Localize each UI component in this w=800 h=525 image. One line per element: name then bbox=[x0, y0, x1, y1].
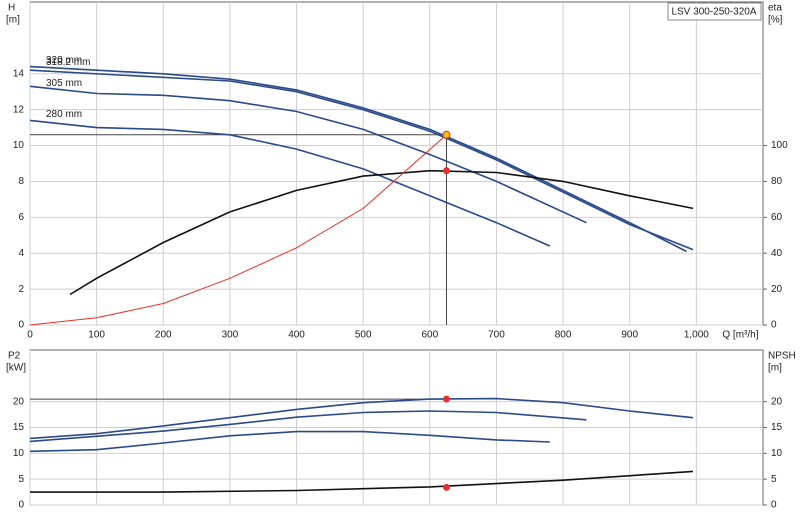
y-axis-label: H bbox=[8, 3, 15, 14]
y2-tick-label: 80 bbox=[771, 176, 783, 187]
curve-label: 318.2 mm bbox=[46, 57, 90, 68]
plot-area bbox=[29, 1, 764, 326]
y-tick-label: 12 bbox=[13, 104, 25, 115]
y-tick-label: 5 bbox=[18, 474, 24, 485]
title-box bbox=[667, 2, 762, 21]
y2-tick-label: 0 bbox=[771, 320, 777, 331]
y-tick-label: 6 bbox=[18, 212, 24, 223]
y-tick-label: 8 bbox=[18, 176, 24, 187]
curve bbox=[29, 134, 447, 326]
y-tick-label: 15 bbox=[13, 422, 25, 433]
x-tick-label: 700 bbox=[488, 330, 505, 341]
y2-tick-label: 20 bbox=[771, 284, 783, 295]
duty-point bbox=[442, 483, 450, 491]
x-tick-label: 900 bbox=[621, 330, 638, 341]
y2-tick-label: 15 bbox=[771, 422, 783, 433]
y-tick-label: 20 bbox=[13, 396, 25, 407]
x-tick-label: 800 bbox=[555, 330, 572, 341]
y2-tick-label: 60 bbox=[771, 212, 783, 223]
y-tick-label: 2 bbox=[18, 284, 24, 295]
curve bbox=[29, 430, 550, 453]
x-tick-label: 300 bbox=[222, 330, 239, 341]
y-tick-label: 10 bbox=[13, 140, 25, 151]
y2-axis-unit: [m] bbox=[768, 363, 782, 374]
curve-label: 280 mm bbox=[46, 109, 82, 120]
y2-tick-label: 100 bbox=[771, 140, 788, 151]
x-tick-label: 600 bbox=[421, 330, 438, 341]
duty-point bbox=[442, 167, 450, 175]
chart-title: LSV 300-250-320A bbox=[671, 7, 756, 18]
y2-tick-label: 10 bbox=[771, 448, 783, 459]
duty-point bbox=[442, 130, 451, 139]
y2-axis-label: eta bbox=[768, 3, 782, 14]
x-tick-label: 1,000 bbox=[684, 330, 709, 341]
curve-label: 320 mm bbox=[46, 55, 82, 66]
x-axis-label: Q [m³/h] bbox=[722, 330, 758, 341]
y-tick-label: 4 bbox=[18, 248, 24, 259]
curve-label: 305 mm bbox=[46, 78, 82, 89]
y-tick-label: 10 bbox=[13, 448, 25, 459]
x-tick-label: 100 bbox=[88, 330, 105, 341]
x-tick-label: 200 bbox=[155, 330, 172, 341]
y2-tick-label: 40 bbox=[771, 248, 783, 259]
y-tick-label: 0 bbox=[18, 320, 24, 331]
y2-tick-label: 5 bbox=[771, 474, 777, 485]
curve bbox=[29, 397, 694, 440]
curve bbox=[30, 470, 694, 493]
y2-tick-label: 0 bbox=[771, 500, 777, 511]
curve bbox=[29, 119, 551, 247]
x-tick-label: 500 bbox=[355, 330, 372, 341]
x-tick-label: 0 bbox=[27, 330, 33, 341]
curve bbox=[69, 169, 694, 296]
y2-tick-label: 20 bbox=[771, 396, 783, 407]
y2-axis-label: NPSH bbox=[768, 351, 796, 362]
y-tick-label: 0 bbox=[18, 500, 24, 511]
curve bbox=[29, 69, 694, 251]
y-axis-unit: [kW] bbox=[6, 363, 26, 374]
curve bbox=[29, 410, 587, 443]
y-axis-label: P2 bbox=[8, 351, 21, 362]
y-axis-unit: [m] bbox=[6, 15, 20, 26]
y-tick-label: 14 bbox=[13, 68, 25, 79]
x-tick-label: 400 bbox=[288, 330, 305, 341]
curve bbox=[29, 65, 687, 253]
duty-point bbox=[442, 395, 450, 403]
y2-axis-unit: [%] bbox=[768, 15, 783, 26]
